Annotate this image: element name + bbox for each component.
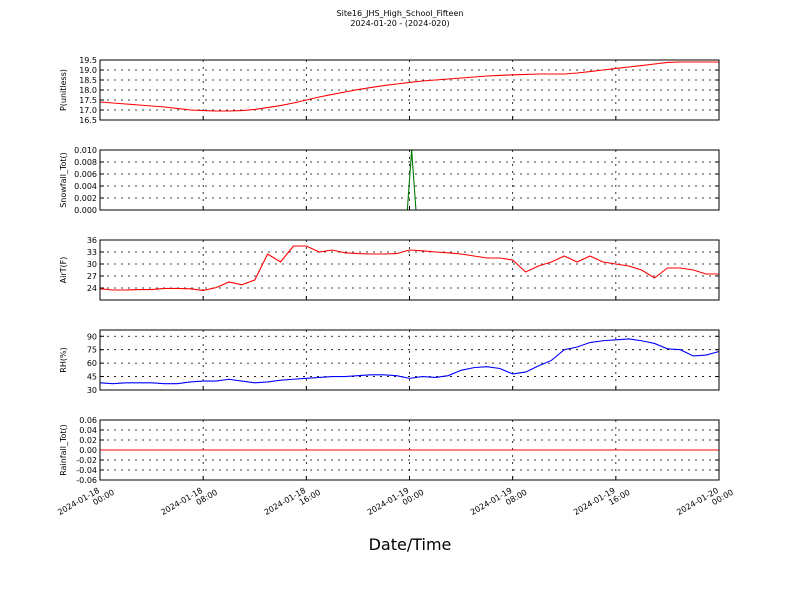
y-tick-label: 30 — [87, 386, 97, 395]
y-tick-label: -0.06 — [76, 476, 97, 485]
x-tick-label: 2024-01-1800:00 — [56, 480, 116, 525]
x-tick-label: 2024-01-1908:00 — [469, 480, 529, 525]
y-tick-label: 0.006 — [74, 170, 97, 179]
y-tick-label: 24 — [87, 284, 97, 293]
x-tick-label: 2024-01-2000:00 — [675, 480, 735, 525]
y-tick-label: 0.000 — [74, 206, 97, 215]
x-tick-label: 2024-01-1816:00 — [263, 480, 323, 525]
y-tick-label: 17.0 — [79, 106, 97, 115]
chart-subtitle: 2024-01-20 - (2024-020) — [350, 19, 449, 28]
y-tick-label: 0.008 — [74, 158, 97, 167]
x-tick-label: 2024-01-1900:00 — [366, 480, 426, 525]
x-tick-label-group: 2024-01-1816:00 — [263, 480, 323, 525]
data-line — [99, 338, 720, 385]
x-tick-label-group: 2024-01-2000:00 — [675, 480, 735, 525]
y-tick-label: 18.0 — [79, 86, 97, 95]
y-tick-label: 0.004 — [74, 182, 97, 191]
x-tick-label: 2024-01-1916:00 — [572, 480, 632, 525]
plot-frame — [99, 329, 720, 391]
y-axis-label: RH(%) — [59, 347, 68, 372]
y-tick-label: 30 — [87, 260, 97, 269]
y-tick-label: 60 — [87, 359, 97, 368]
y-tick-label: 33 — [87, 248, 97, 257]
x-tick-label-group: 2024-01-1916:00 — [572, 480, 632, 525]
data-line — [99, 61, 719, 112]
y-tick-label: 16.5 — [79, 116, 97, 125]
y-tick-label: 0.04 — [79, 426, 97, 435]
plot-frame — [99, 149, 720, 211]
plot-frame — [99, 419, 720, 481]
y-tick-label: 19.5 — [79, 56, 97, 65]
y-axis-label: AirT(F) — [59, 257, 68, 284]
y-tick-label: 90 — [87, 332, 97, 341]
x-tick-label: 2024-01-1808:00 — [159, 480, 219, 525]
y-tick-label: 0.02 — [79, 436, 97, 445]
y-tick-label: 75 — [87, 346, 97, 355]
x-tick-label-group: 2024-01-1900:00 — [366, 480, 426, 525]
plot-frame — [99, 59, 720, 121]
y-tick-label: 17.5 — [79, 96, 97, 105]
y-tick-label: 36 — [87, 236, 97, 245]
y-tick-label: 27 — [87, 272, 97, 281]
x-tick-label-group: 2024-01-1800:00 — [56, 480, 116, 525]
y-tick-label: 0.06 — [79, 416, 97, 425]
y-tick-label: 19.0 — [79, 66, 97, 75]
y-tick-label: 45 — [87, 373, 97, 382]
y-tick-label: 18.5 — [79, 76, 97, 85]
y-axis-label: Snowfall_Tot() — [59, 152, 68, 208]
y-axis-label: Rainfall_Tot() — [59, 424, 68, 476]
y-axis-label: P(unitless) — [59, 69, 68, 111]
x-axis-label: Date/Time — [369, 535, 452, 554]
x-tick-label-group: 2024-01-1808:00 — [159, 480, 219, 525]
chart-title: Site16_JHS_High_School_Fifteen — [337, 9, 464, 18]
plot-frame — [99, 239, 720, 301]
y-tick-label: 0.002 — [74, 194, 97, 203]
data-line — [99, 245, 719, 291]
y-tick-label: 0.010 — [74, 146, 97, 155]
y-tick-label: -0.04 — [76, 466, 97, 475]
y-tick-label: -0.02 — [76, 456, 97, 465]
x-tick-label-group: 2024-01-1908:00 — [469, 480, 529, 525]
y-tick-label: 0.00 — [79, 446, 97, 455]
